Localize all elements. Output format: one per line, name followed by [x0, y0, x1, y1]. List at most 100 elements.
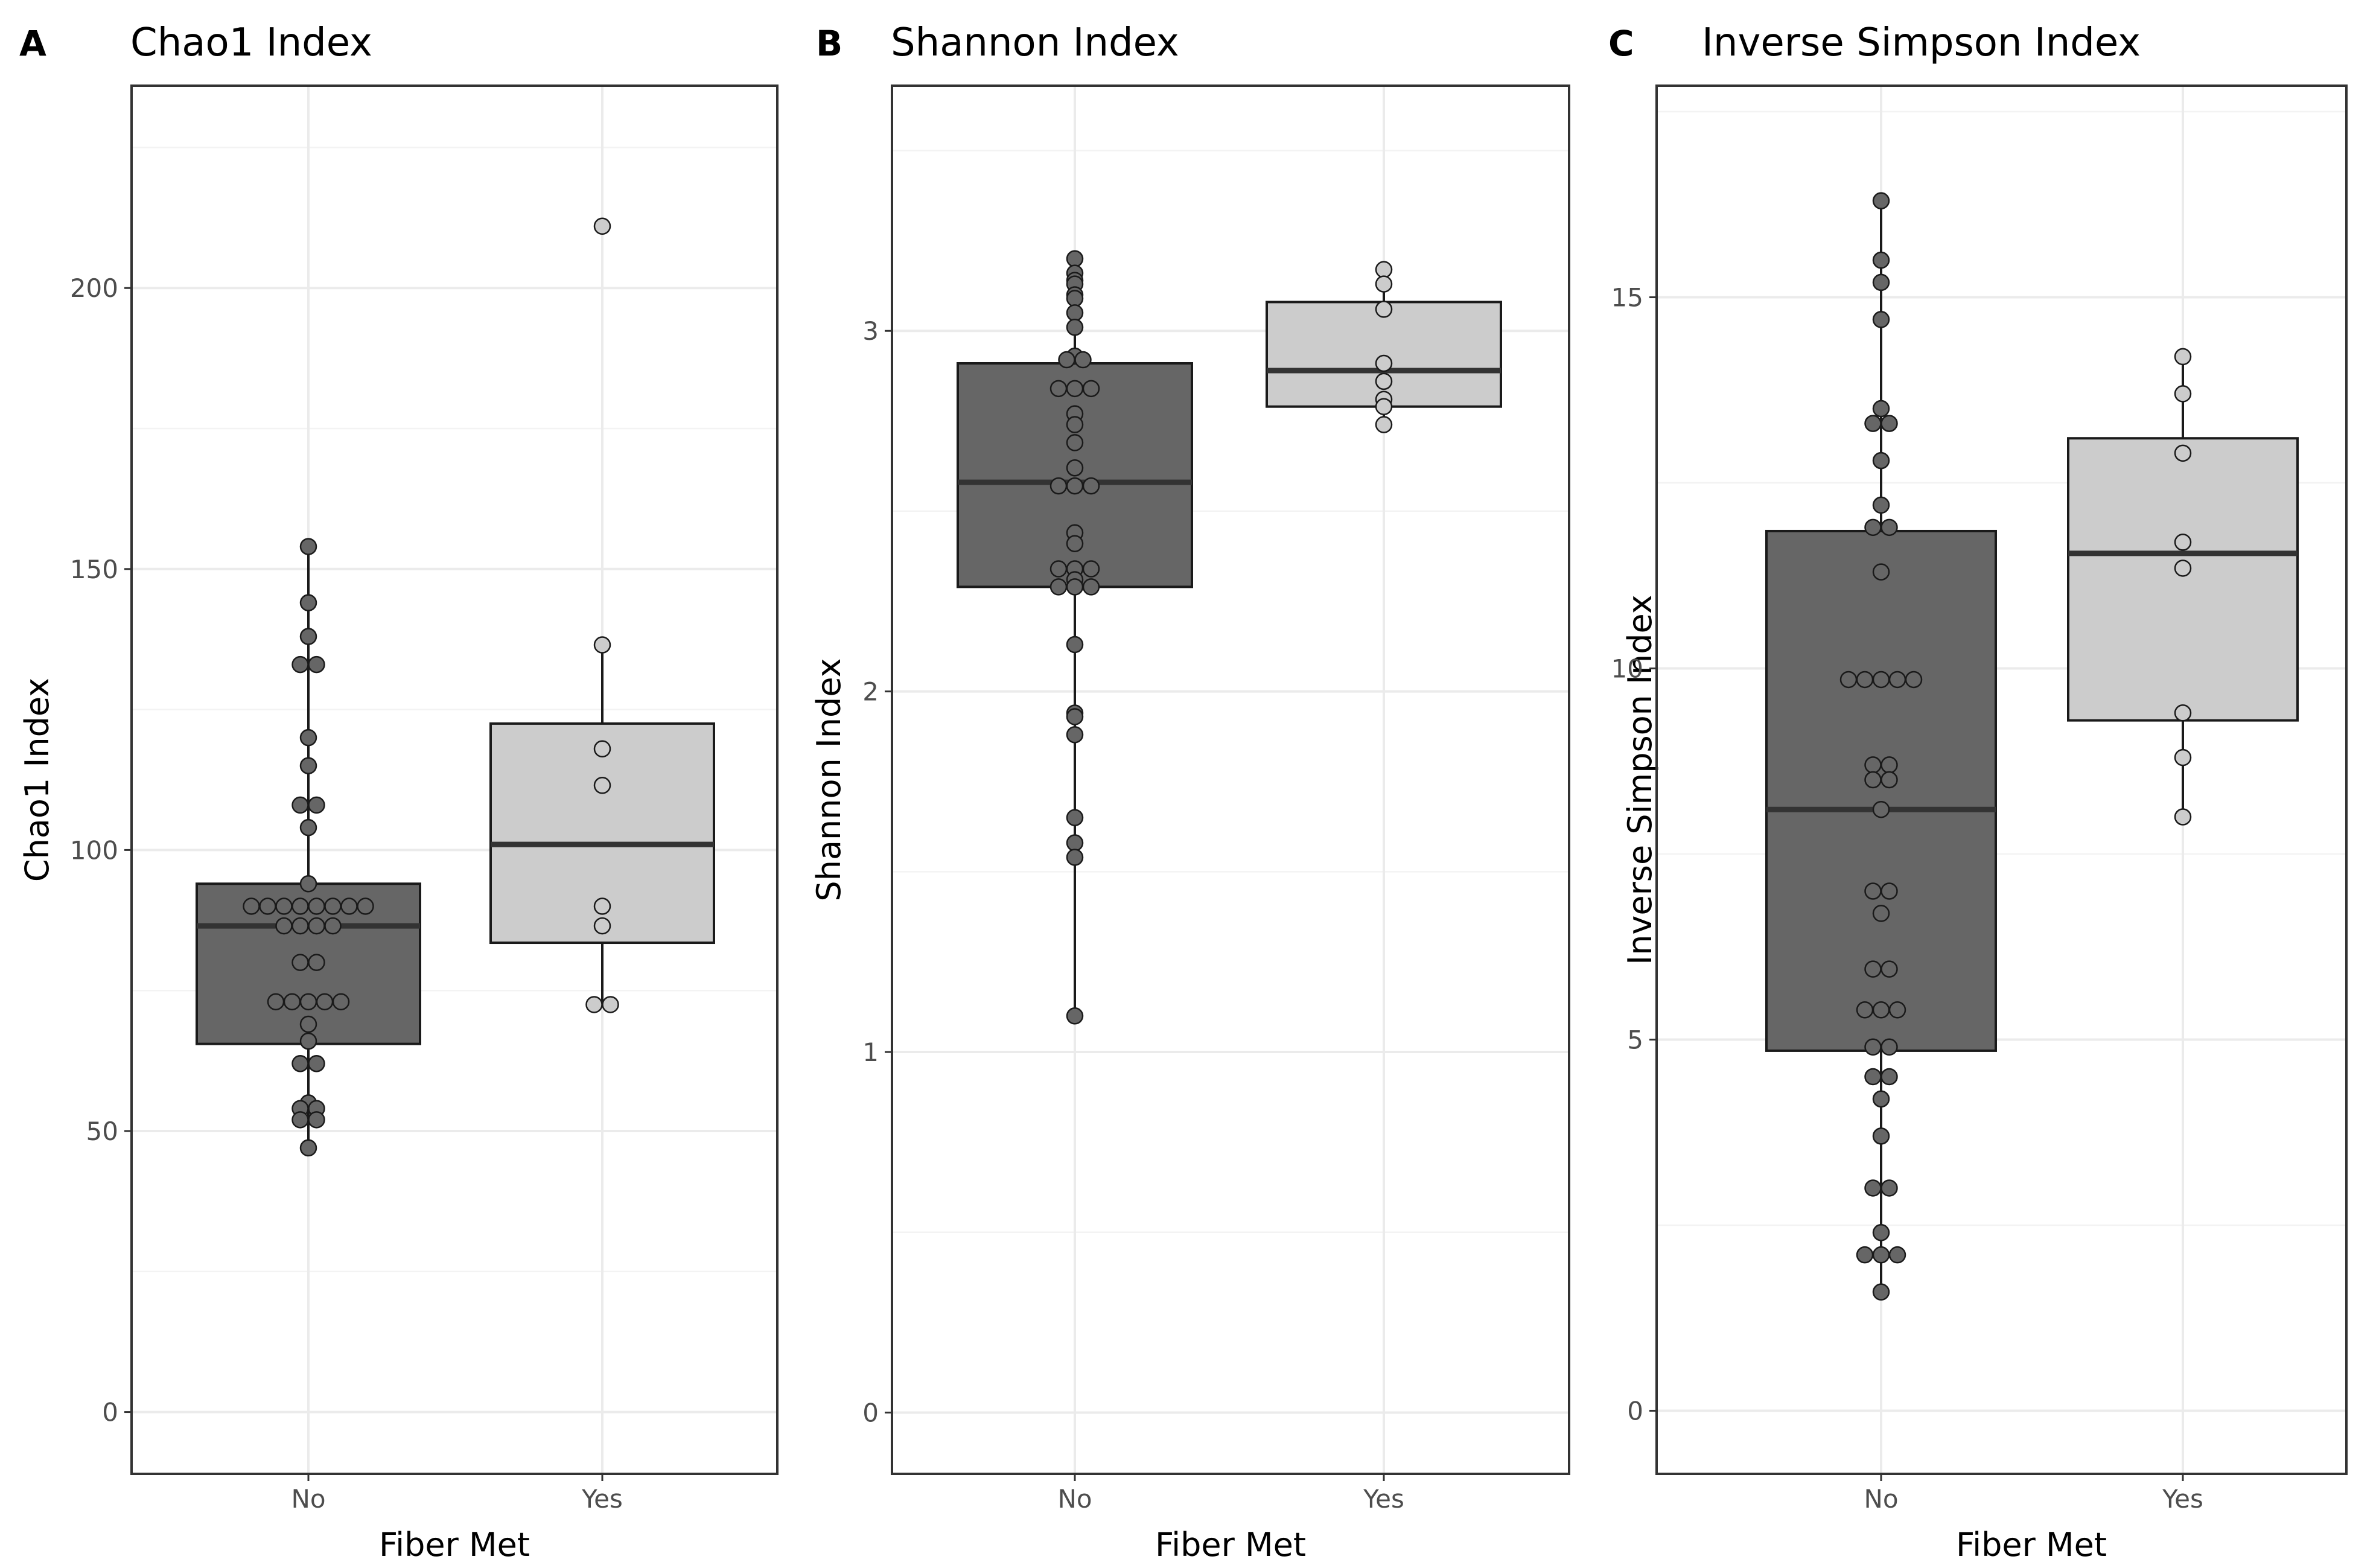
panel-a-yes-data-point	[593, 217, 611, 235]
panel-a-no-data-point	[275, 917, 293, 935]
panel-c-no-data-point	[1864, 882, 1882, 900]
panel-b-no-data-point	[1066, 459, 1084, 477]
panel-b-yes-data-point	[1375, 416, 1393, 433]
panel-b-yes-data-point	[1375, 301, 1393, 318]
panel-c-x-tick-label: No	[1864, 1484, 1898, 1514]
panel-a-no-data-point	[340, 897, 358, 915]
panel-b-points	[1049, 250, 1393, 1025]
panel-a-y-tick-label: 0	[102, 1398, 118, 1427]
panel-c-no-data-point	[1872, 192, 1890, 209]
panel-a-yes-data-point	[585, 996, 603, 1013]
panel-a-no-data-point	[299, 628, 317, 645]
panel-b-no-data-point	[1074, 351, 1092, 369]
panel-c-no-data-point	[1872, 251, 1890, 269]
panel-c-no-data-point	[1872, 563, 1890, 581]
panel-c-x-tick-label: Yes	[2162, 1484, 2203, 1514]
panel-a-no-data-point	[324, 897, 342, 915]
panel-c-no-data-point	[1888, 671, 1906, 689]
panel-c-yes-box	[2067, 437, 2299, 722]
panel-c-no-data-point	[1864, 1179, 1882, 1197]
panel-a-boxes	[196, 546, 715, 1148]
panel-c-no-data-point	[1881, 960, 1898, 978]
panel-a-yes-data-point	[593, 636, 611, 654]
panel-b-no-data-point	[1066, 849, 1084, 866]
panel-c-x-ticks: No Yes	[1864, 1474, 2203, 1514]
panel-a-x-tick-label: Yes	[581, 1484, 623, 1514]
panel-a-title: Chao1 Index	[130, 21, 372, 65]
panel-a-no-data-point	[291, 1111, 309, 1129]
panel-a-no-data-point	[291, 917, 309, 935]
panel-a-no-data-point	[308, 917, 325, 935]
panel-c-no-data-point	[1888, 1246, 1906, 1264]
panel-b-y-tick-label: 1	[862, 1037, 879, 1067]
panel-c-no-data-point	[1872, 496, 1890, 514]
panel-c-no-data-point	[1864, 771, 1882, 789]
panel-a-y-tick-label: 200	[70, 273, 118, 303]
panel-c-y-tick-label: 5	[1627, 1025, 1643, 1054]
panel-c-points	[1839, 192, 2192, 1301]
panel-a-y-tick-label: 100	[70, 835, 118, 865]
panel-b-y-tick-label: 0	[862, 1398, 879, 1427]
panel-c-no-data-point	[1881, 1179, 1898, 1197]
panel-c-no-data-point	[1872, 400, 1890, 418]
panel-b-no-data-point	[1066, 708, 1084, 725]
panel-b-x-ticks: No Yes	[1057, 1474, 1404, 1514]
panel-c-no-data-point	[1881, 415, 1898, 432]
panel-a-gridlines	[132, 86, 777, 1474]
panel-b-no-data-point	[1066, 250, 1084, 268]
panel-b-x-tick-label: Yes	[1363, 1484, 1404, 1514]
panel-b-no-data-point	[1082, 380, 1100, 398]
panel-b-yes-data-point	[1375, 275, 1393, 293]
panel-c-yes-data-point	[2174, 748, 2192, 766]
panel-b-no-data-point	[1049, 578, 1068, 596]
panel-c-no-data-point	[1872, 1127, 1890, 1145]
panel-b-no-data-point	[1066, 636, 1084, 654]
panel-b-y-ticks: 0 1 2 3	[862, 316, 892, 1427]
panel-c-no-data-point	[1872, 1283, 1890, 1301]
panel-c-title: Inverse Simpson Index	[1702, 21, 2141, 65]
panel-c-no-data-point	[1872, 1090, 1890, 1108]
panel-b-yes-data-point	[1375, 398, 1393, 415]
panel-c-yes-data-point	[2174, 444, 2192, 462]
panel-c-y-axis-title: Inverse Simpson Index	[1621, 594, 1659, 964]
panel-a-no-data-point	[299, 818, 317, 837]
panel-c-yes-data-point	[2174, 534, 2192, 551]
panel-a-no-data-point	[308, 655, 325, 674]
panel-a-x-tick-label: No	[291, 1484, 325, 1514]
panel-a-no-data-point	[308, 1054, 325, 1072]
panel-b-no-data-point	[1066, 416, 1084, 433]
panel-b-no-data-point	[1082, 477, 1100, 495]
panel-a-x-axis-title: Fiber Met	[379, 1526, 530, 1564]
panel-a-no-data-point	[308, 954, 325, 971]
panel-c-yes-data-point	[2174, 808, 2192, 826]
panel-c-yes-data-point	[2174, 385, 2192, 403]
panel-c-no-data-point	[1881, 771, 1898, 789]
panel-c-no-data-point	[1872, 905, 1890, 922]
panel-a-no-data-point	[291, 796, 309, 814]
panel-b-x-tick-label: No	[1057, 1484, 1092, 1514]
panel-b-yes-data-point	[1375, 372, 1393, 390]
panel-c-no-data-point	[1872, 273, 1890, 292]
panel-c-no-data-point	[1872, 311, 1890, 328]
panel-b-no-data-point	[1082, 578, 1100, 596]
panel-a-no-data-point	[357, 897, 374, 915]
panel-a-y-axis-title: Chao1 Index	[18, 678, 56, 882]
panel-c-yes-data-point	[2174, 559, 2192, 577]
panel-b: B Shannon Index Shannon Index Fiber Met …	[810, 21, 1570, 1564]
panel-b-no-data-point	[1066, 304, 1084, 322]
panel-a-no-data-point	[299, 1139, 317, 1157]
panel-c-no-data-point	[1856, 1246, 1874, 1264]
panel-b-no-data-point	[1066, 380, 1084, 398]
panel-c-no-data-point	[1881, 518, 1898, 537]
panel-b-no-data-point	[1082, 560, 1100, 578]
panel-a-y-tick-label: 50	[86, 1117, 118, 1146]
panel-b-yes-data-point	[1375, 354, 1393, 372]
panel-c-no-data-point	[1881, 1038, 1898, 1056]
panel-a-frame	[130, 84, 779, 1475]
panel-b-no-data-point	[1049, 380, 1068, 398]
panel-c-frame	[1655, 84, 2348, 1475]
panel-a-no-data-point	[299, 728, 317, 747]
panel-c-no-data-point	[1872, 800, 1890, 818]
